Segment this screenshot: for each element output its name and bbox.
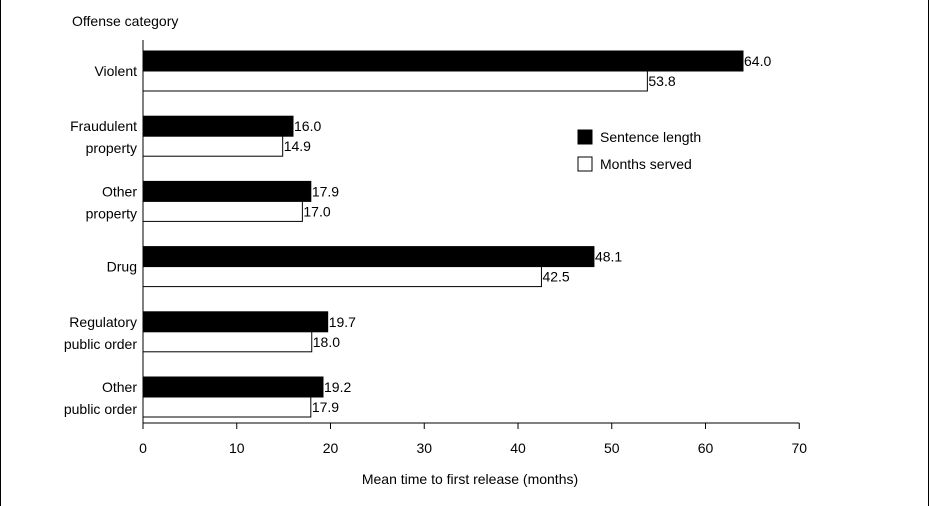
x-axis-title: Mean time to first release (months) <box>362 471 578 487</box>
bar-months-served-4 <box>142 331 313 353</box>
bar-sentence-length-1 <box>142 115 294 137</box>
x-tick-label-30: 30 <box>416 440 432 456</box>
data-label-sentence-length-3: 48.1 <box>595 249 622 265</box>
x-tick-label-60: 60 <box>698 440 714 456</box>
data-label-sentence-length-0: 64.0 <box>744 53 771 69</box>
data-label-months-served-4: 18.0 <box>313 334 340 350</box>
data-label-sentence-length-1: 16.0 <box>294 118 321 134</box>
category-label-2-line-1: property <box>86 205 137 221</box>
x-tick-label-40: 40 <box>510 440 526 456</box>
x-tick-label-0: 0 <box>139 440 147 456</box>
x-tick-label-20: 20 <box>323 440 339 456</box>
data-label-months-served-3: 42.5 <box>542 269 569 285</box>
bar-months-served-3 <box>142 266 542 288</box>
category-label-4-line-0: Regulatory <box>69 314 137 330</box>
category-axis-title: Offense category <box>72 13 178 29</box>
x-tick-label-70: 70 <box>791 440 807 456</box>
category-label-5-line-1: public order <box>64 401 137 417</box>
data-label-months-served-2: 17.0 <box>303 203 330 219</box>
bar-months-served-1 <box>142 135 284 157</box>
bar-months-served-0 <box>142 70 648 92</box>
legend-swatch-0 <box>577 129 593 145</box>
data-label-sentence-length-2: 17.9 <box>312 183 339 199</box>
category-label-3: Drug <box>107 259 137 275</box>
bar-months-served-5 <box>142 396 312 418</box>
category-label-0: Violent <box>94 63 137 79</box>
legend-label-1: Months served <box>600 156 692 172</box>
bar-sentence-length-4 <box>142 311 329 333</box>
category-label-5-line-0: Other <box>102 379 137 395</box>
category-label-4-line-1: public order <box>64 336 137 352</box>
x-tick-label-10: 10 <box>229 440 245 456</box>
bar-sentence-length-0 <box>142 50 744 72</box>
data-label-months-served-1: 14.9 <box>284 138 311 154</box>
bar-months-served-2 <box>142 200 303 222</box>
bar-sentence-length-5 <box>142 376 324 398</box>
x-tick-label-50: 50 <box>604 440 620 456</box>
legend-swatch-1 <box>577 156 593 172</box>
category-label-1-line-1: property <box>86 140 137 156</box>
category-label-2-line-0: Other <box>102 183 137 199</box>
bar-sentence-length-2 <box>142 180 312 202</box>
data-label-sentence-length-4: 19.7 <box>329 314 356 330</box>
category-label-1-line-0: Fraudulent <box>70 118 137 134</box>
data-label-months-served-0: 53.8 <box>648 73 675 89</box>
bar-sentence-length-3 <box>142 246 595 268</box>
data-label-sentence-length-5: 19.2 <box>324 379 351 395</box>
data-label-months-served-5: 17.9 <box>312 399 339 415</box>
legend-label-0: Sentence length <box>600 129 701 145</box>
